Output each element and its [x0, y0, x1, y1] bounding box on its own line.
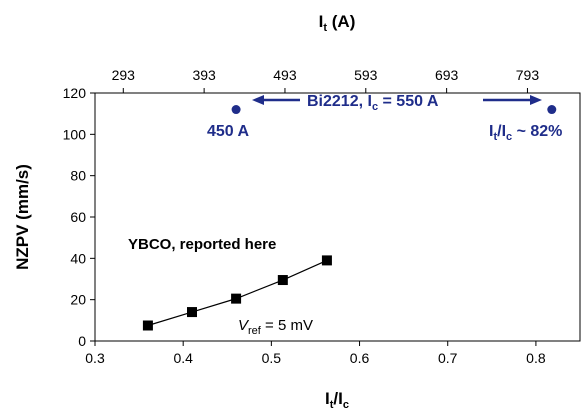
- bi2212-annotation: Bi2212, Ic = 550 A: [252, 93, 542, 113]
- right-arrow-head: [530, 95, 542, 105]
- bottom-tick-label: 0.8: [526, 350, 546, 366]
- bottom-tick-label: 0.5: [262, 350, 282, 366]
- top-tick-label: 493: [273, 67, 297, 83]
- bi2212-data-point: [547, 105, 557, 115]
- bottom-tick-label: 0.6: [350, 350, 370, 366]
- y-tick-label: 0: [78, 333, 86, 349]
- top-axis-ticks: 293 393 493 593 693 793: [112, 67, 540, 93]
- ybco-series-line: [147, 259, 328, 327]
- left-arrow-head: [252, 95, 264, 105]
- bottom-tick-label: 0.7: [438, 350, 458, 366]
- ybco-data-point: [277, 275, 288, 286]
- ybco-data-point: [142, 320, 153, 331]
- left-point-label: 450 A: [207, 123, 250, 140]
- top-tick-label: 293: [112, 67, 136, 83]
- y-tick-label: 60: [70, 209, 86, 225]
- top-tick-label: 593: [354, 67, 378, 83]
- y-tick-label: 120: [63, 85, 87, 101]
- ybco-data-point: [321, 255, 332, 266]
- y-tick-label: 20: [70, 292, 86, 308]
- y-tick-label: 40: [70, 250, 86, 266]
- bottom-axis-ticks: 0.3 0.4 0.5 0.6 0.7 0.8: [85, 341, 546, 366]
- top-tick-label: 793: [516, 67, 540, 83]
- y-tick-label: 80: [70, 168, 86, 184]
- left-axis-ticks: 0 20 40 60 80 100 120: [63, 85, 95, 349]
- top-tick-label: 693: [435, 67, 459, 83]
- top-axis-title: It (A): [319, 12, 356, 34]
- y-axis-title: NZPV (mm/s): [13, 164, 32, 270]
- ybco-data-point: [231, 293, 242, 304]
- bi2212-data-point: [231, 105, 241, 115]
- y-tick-label: 100: [63, 126, 87, 142]
- vref-label: Vref = 5 mV: [238, 317, 313, 337]
- ybco-data-point: [187, 307, 197, 318]
- series-layer: [142, 105, 557, 331]
- ratio-label: It/Ic ~ 82%: [489, 123, 562, 143]
- bottom-tick-label: 0.3: [85, 350, 105, 366]
- bottom-axis-title: It/Ic: [325, 389, 349, 411]
- bi2212-label: Bi2212, Ic = 550 A: [307, 93, 439, 113]
- bottom-tick-label: 0.4: [173, 350, 193, 366]
- ybco-label: YBCO, reported here: [128, 236, 276, 253]
- top-tick-label: 393: [192, 67, 216, 83]
